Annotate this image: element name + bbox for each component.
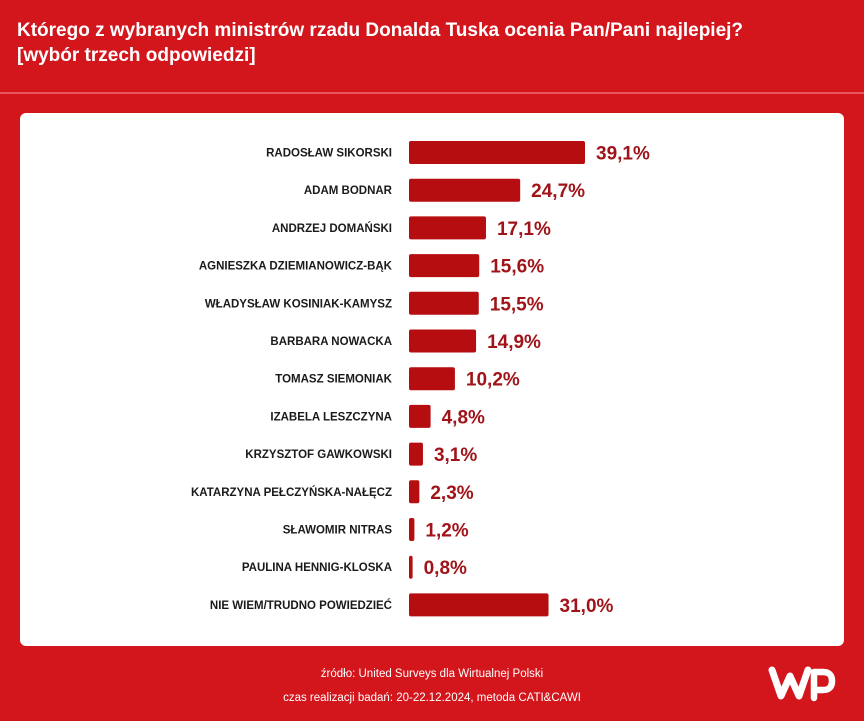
value-label: 0,8% [424,558,467,579]
bar [409,480,420,504]
value-label: 31,0% [560,596,614,617]
bar [409,518,415,541]
value-label: 15,6% [490,257,544,278]
bar [409,367,455,391]
category-label: WŁADYSŁAW KOSINIAK-KAMYSZ [205,298,392,310]
category-label: KRZYSZTOF GAWKOWSKI [245,449,392,461]
category-label: AGNIESZKA DZIEMIANOWICZ-BĄK [199,261,393,273]
value-label: 3,1% [434,445,477,466]
bar-chart: RADOSŁAW SIKORSKI 39,1% ADAM BODNAR 24,7% AN… [191,141,650,617]
bar [409,141,585,164]
header: Którego z wybranych ministrów rzadu Dona… [0,0,864,92]
bar [409,404,431,428]
category-label: BARBARA NOWACKA [270,336,392,348]
value-label: 24,7% [531,181,585,202]
value-label: 2,3% [430,483,473,504]
title-line-2: [wybór trzech odpowiedzi] [17,45,256,66]
header-divider [0,92,864,94]
bar [409,216,486,240]
category-label: RADOSŁAW SIKORSKI [266,148,392,160]
category-label: SŁAWOMIR NITRAS [283,525,393,537]
value-label: 1,2% [425,521,468,542]
page-title: Którego z wybranych ministrów rzadu Dona… [17,18,847,68]
value-label: 4,8% [442,407,485,428]
wp-logo-icon [768,666,836,702]
value-label: 10,2% [466,370,520,391]
category-label: ANDRZEJ DOMAŃSKI [272,222,392,235]
value-label: 39,1% [596,144,650,165]
category-label: PAULINA HENNIG-KLOSKA [242,562,392,574]
bar [409,593,549,617]
survey-meta-note: czas realizacji badań: 20-22.12.2024, me… [283,692,581,704]
bar [409,442,423,466]
bar [409,291,479,315]
category-label: IZABELA LESZCZYNA [270,411,392,423]
chart-panel: RADOSŁAW SIKORSKI 39,1% ADAM BODNAR 24,7% AN… [20,113,844,646]
category-label: NIE WIEM/TRUDNO POWIEDZIEĆ [210,599,392,612]
bar [409,555,413,579]
title-line-1: Którego z wybranych ministrów rzadu Dona… [17,20,744,41]
bar [409,329,477,353]
value-label: 15,5% [490,294,544,315]
value-label: 17,1% [497,219,551,240]
bar [409,178,521,202]
source-note: źródło: United Surveys dla Wirtualnej Po… [320,668,544,680]
bar [409,254,480,278]
category-label: TOMASZ SIEMONIAK [275,374,392,386]
value-label: 14,9% [487,332,541,353]
category-label: KATARZYNA PEŁCZYŃSKA-NAŁĘCZ [191,486,392,499]
category-label: ADAM BODNAR [304,185,393,197]
